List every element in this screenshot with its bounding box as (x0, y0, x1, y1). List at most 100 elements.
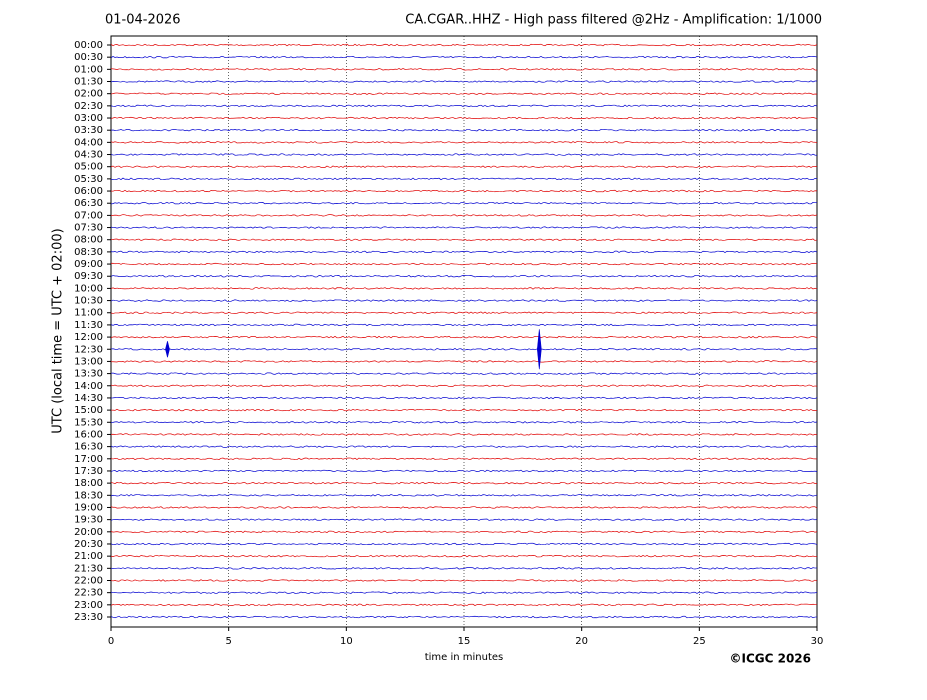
trace (110, 518, 818, 521)
trace (110, 384, 818, 387)
trace (110, 189, 818, 193)
trace (110, 457, 818, 460)
trace (110, 554, 818, 558)
y-tick-label: 01:30 (74, 77, 103, 88)
trace (110, 433, 818, 436)
y-tick-label: 00:00 (74, 40, 103, 51)
trace (110, 128, 818, 132)
x-tick-label: 15 (458, 636, 471, 647)
event (165, 341, 170, 358)
y-tick-label: 22:00 (74, 575, 103, 586)
y-tick-label: 22:30 (74, 588, 103, 599)
trace (110, 165, 818, 168)
trace (110, 55, 818, 59)
y-tick-label: 11:00 (74, 308, 103, 319)
y-tick-label: 23:00 (74, 600, 103, 611)
y-tick-label: 07:30 (74, 223, 103, 234)
trace (110, 43, 818, 47)
trace (110, 177, 818, 181)
y-tick-label: 06:30 (74, 198, 103, 209)
y-tick-label: 16:30 (74, 442, 103, 453)
trace (110, 591, 818, 594)
y-tick-label: 21:30 (74, 563, 103, 574)
x-axis-label: time in minutes (425, 652, 504, 663)
y-tick-label: 23:30 (74, 612, 103, 623)
y-tick-label: 13:30 (74, 369, 103, 380)
trace (110, 396, 818, 400)
y-tick-label: 12:30 (74, 344, 103, 355)
y-tick-label: 17:00 (74, 454, 103, 465)
y-tick-label: 20:00 (74, 527, 103, 538)
trace (110, 421, 818, 424)
trace (110, 238, 818, 241)
y-tick-label: 09:00 (74, 259, 103, 270)
trace (110, 469, 818, 473)
trace (110, 116, 818, 120)
trace (110, 262, 818, 266)
y-tick-label: 18:30 (74, 490, 103, 501)
trace (110, 445, 818, 448)
trace (110, 287, 818, 290)
y-tick-label: 17:30 (74, 466, 103, 477)
trace (110, 603, 818, 607)
trace (110, 615, 818, 619)
x-tick-label: 30 (811, 636, 824, 647)
trace (110, 408, 818, 412)
trace (110, 226, 818, 229)
y-tick-label: 08:30 (74, 247, 103, 258)
trace (110, 250, 818, 254)
y-axis-label: UTC (local time = UTC + 02:00) (51, 228, 66, 433)
y-tick-label: 10:30 (74, 296, 103, 307)
y-tick-label: 03:30 (74, 125, 103, 136)
y-tick-label: 07:00 (74, 210, 103, 221)
y-tick-label: 04:00 (74, 137, 103, 148)
trace (110, 104, 818, 108)
x-tick-label: 10 (340, 636, 353, 647)
trace (110, 202, 818, 205)
trace (110, 348, 818, 351)
trace (110, 530, 818, 533)
y-tick-label: 09:30 (74, 271, 103, 282)
trace (110, 360, 818, 363)
plot-frame (110, 35, 818, 628)
date: 01-04-2026 (105, 13, 181, 28)
y-tick-label: 19:30 (74, 515, 103, 526)
x-tick-label: 20 (575, 636, 588, 647)
trace (110, 335, 818, 339)
trace (110, 153, 818, 156)
trace (110, 141, 818, 144)
y-tick-label: 20:30 (74, 539, 103, 550)
trace (110, 481, 818, 485)
y-tick-label: 10:00 (74, 283, 103, 294)
trace (110, 68, 818, 71)
trace (110, 567, 818, 570)
y-tick-label: 04:30 (74, 150, 103, 161)
trace (110, 311, 818, 314)
y-tick-label: 13:00 (74, 356, 103, 367)
y-tick-label: 18:00 (74, 478, 103, 489)
y-tick-label: 14:30 (74, 393, 103, 404)
y-tick-label: 05:00 (74, 162, 103, 173)
y-tick-label: 02:30 (74, 101, 103, 112)
y-tick-label: 05:30 (74, 174, 103, 185)
y-tick-label: 06:00 (74, 186, 103, 197)
trace (110, 494, 818, 497)
chart-title: CA.CGAR..HHZ - High pass filtered @2Hz -… (405, 13, 822, 28)
event (537, 329, 542, 370)
y-tick-label: 14:00 (74, 381, 103, 392)
trace (110, 92, 818, 95)
x-tick-label: 0 (108, 636, 114, 647)
y-tick-label: 15:00 (74, 405, 103, 416)
y-tick-label: 16:00 (74, 429, 103, 440)
trace (110, 372, 818, 375)
y-tick-label: 01:00 (74, 64, 103, 75)
y-tick-label: 12:00 (74, 332, 103, 343)
y-tick-label: 02:00 (74, 89, 103, 100)
y-tick-label: 21:00 (74, 551, 103, 562)
y-tick-label: 15:30 (74, 417, 103, 428)
y-tick-label: 00:30 (74, 52, 103, 63)
x-tick-label: 5 (225, 636, 231, 647)
trace (110, 275, 818, 278)
trace (110, 323, 818, 327)
